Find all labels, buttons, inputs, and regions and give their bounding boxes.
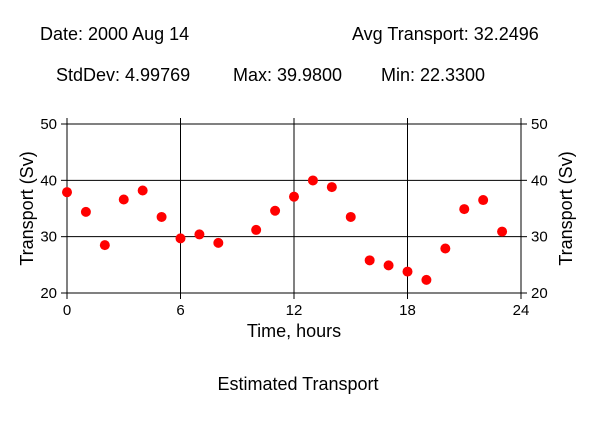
date-label: Date: 2000 Aug 14 — [40, 24, 190, 44]
data-point — [459, 204, 470, 215]
chart-caption: Estimated Transport — [217, 374, 379, 394]
y-tick-label-right-30: 30 — [531, 229, 548, 246]
data-point — [326, 182, 337, 193]
data-point — [270, 205, 281, 216]
data-point — [156, 211, 167, 222]
data-point — [175, 233, 186, 244]
data-point — [289, 191, 299, 202]
y-tick-label-left-20: 20 — [40, 285, 57, 302]
data-point — [345, 211, 356, 222]
data-point — [62, 187, 72, 198]
data-points — [62, 175, 508, 285]
data-point — [383, 260, 394, 271]
y-tick-label-right-50: 50 — [531, 116, 548, 133]
data-point — [402, 266, 413, 277]
data-point — [251, 224, 262, 235]
min-label: Min: 22.3300 — [381, 65, 486, 85]
x-tick-label-18: 18 — [399, 302, 416, 319]
data-point — [307, 175, 318, 186]
data-point — [99, 240, 110, 251]
x-tick-label-12: 12 — [286, 302, 303, 319]
data-point — [497, 226, 508, 237]
data-point — [421, 274, 432, 285]
data-point — [137, 185, 148, 196]
grid-lines — [67, 124, 521, 293]
data-point — [213, 237, 224, 248]
y-axis-label-right: Transport (Sv) — [556, 151, 576, 265]
data-point — [80, 206, 91, 217]
data-point — [440, 243, 451, 254]
y-tick-label-right-40: 40 — [531, 172, 548, 189]
data-point — [364, 255, 375, 266]
y-axis-label-left: Transport (Sv) — [17, 151, 37, 265]
avg-transport-label: Avg Transport: 32.2496 — [352, 24, 539, 44]
y-tick-label-left-30: 30 — [40, 229, 57, 246]
data-point — [118, 194, 129, 205]
data-point — [194, 229, 205, 240]
y-tick-label-left-50: 50 — [40, 116, 57, 133]
y-tick-label-right-20: 20 — [531, 285, 548, 302]
x-tick-label-0: 0 — [63, 302, 71, 319]
data-point — [478, 195, 489, 206]
y-tick-label-left-40: 40 — [40, 172, 57, 189]
x-axis-label: Time, hours — [247, 321, 341, 341]
max-label: Max: 39.9800 — [233, 65, 343, 85]
stddev-label: StdDev: 4.99769 — [56, 65, 191, 85]
x-tick-label-24: 24 — [513, 302, 530, 319]
x-tick-label-6: 6 — [176, 302, 184, 319]
tick-marks — [61, 118, 527, 299]
